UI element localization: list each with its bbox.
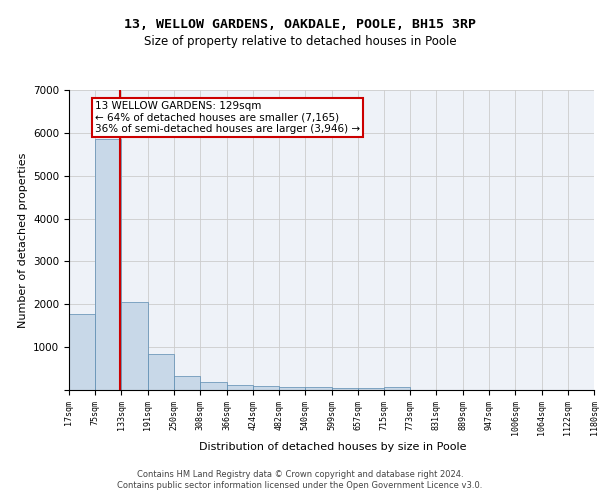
Bar xyxy=(174,376,200,390)
Bar xyxy=(121,302,148,390)
Text: Size of property relative to detached houses in Poole: Size of property relative to detached ho… xyxy=(143,35,457,48)
Text: Contains public sector information licensed under the Open Government Licence v3: Contains public sector information licen… xyxy=(118,481,482,490)
Bar xyxy=(95,140,121,390)
Bar xyxy=(358,388,384,390)
Bar xyxy=(253,386,279,390)
Text: Contains HM Land Registry data © Crown copyright and database right 2024.: Contains HM Land Registry data © Crown c… xyxy=(137,470,463,479)
Text: 13 WELLOW GARDENS: 129sqm
← 64% of detached houses are smaller (7,165)
36% of se: 13 WELLOW GARDENS: 129sqm ← 64% of detac… xyxy=(95,100,361,134)
Y-axis label: Number of detached properties: Number of detached properties xyxy=(17,152,28,328)
Bar xyxy=(384,387,410,390)
Bar xyxy=(279,387,305,390)
Text: Distribution of detached houses by size in Poole: Distribution of detached houses by size … xyxy=(199,442,467,452)
Bar xyxy=(332,388,358,390)
Bar xyxy=(227,386,253,390)
Bar xyxy=(148,354,174,390)
Text: 13, WELLOW GARDENS, OAKDALE, POOLE, BH15 3RP: 13, WELLOW GARDENS, OAKDALE, POOLE, BH15… xyxy=(124,18,476,30)
Bar xyxy=(305,388,332,390)
Bar xyxy=(69,314,95,390)
Bar xyxy=(200,382,227,390)
